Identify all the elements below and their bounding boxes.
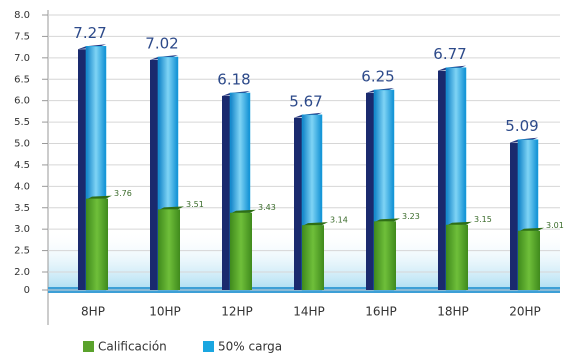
bar — [158, 209, 180, 290]
y-tick-label: 2.0 — [14, 267, 30, 278]
x-tick-label: 18HP — [437, 305, 469, 319]
y-tick-label: 5.5 — [14, 117, 30, 128]
y-tick-label: 5.0 — [14, 139, 30, 150]
x-tick-label: 20HP — [509, 305, 541, 319]
value-label: 7.27 — [73, 24, 106, 42]
legend-swatch — [203, 341, 214, 352]
bar-side — [294, 117, 302, 290]
value-label: 6.25 — [361, 67, 394, 85]
y-tick-label: 6.0 — [14, 96, 30, 107]
value-label: 7.02 — [145, 34, 178, 52]
y-tick-label: 0 — [24, 285, 30, 296]
x-tick-label: 10HP — [149, 305, 181, 319]
value-label: 5.09 — [505, 117, 538, 135]
bar-side — [510, 142, 518, 290]
bar — [518, 230, 540, 290]
legend-label: Calificación — [98, 340, 167, 354]
bar-side — [78, 49, 86, 290]
bar-side — [438, 70, 446, 290]
y-tick-label: 8.0 — [14, 10, 30, 21]
legend-label: 50% carga — [218, 340, 282, 354]
bar — [230, 212, 252, 290]
x-tick-label: 16HP — [365, 305, 397, 319]
x-tick-label: 12HP — [221, 305, 253, 319]
bar — [374, 221, 396, 290]
bar — [302, 225, 324, 290]
y-tick-label: 2.5 — [14, 246, 30, 257]
y-tick-label: 3.5 — [14, 203, 30, 214]
value-label: 3.23 — [402, 212, 420, 221]
bar — [86, 198, 108, 290]
y-tick-label: 3.0 — [14, 224, 30, 235]
y-tick-label: 7.5 — [14, 31, 30, 42]
y-tick-label: 7.0 — [14, 53, 30, 64]
value-label: 6.18 — [217, 70, 250, 88]
x-tick-label: 8HP — [81, 305, 105, 319]
legend-swatch — [83, 341, 94, 352]
bar-side — [150, 59, 158, 290]
y-tick-label: 4.5 — [14, 160, 30, 171]
bar — [446, 224, 468, 290]
value-label: 3.76 — [114, 189, 132, 198]
x-tick-label: 14HP — [293, 305, 325, 319]
y-tick-label: 6.5 — [14, 74, 30, 85]
value-label: 3.14 — [330, 216, 348, 225]
value-label: 3.01 — [546, 221, 564, 230]
value-label: 3.15 — [474, 215, 492, 224]
bar-side — [366, 92, 374, 290]
y-tick-label: 4.0 — [14, 181, 30, 192]
value-label: 5.67 — [289, 92, 322, 110]
value-label: 3.51 — [186, 200, 204, 209]
value-label: 3.43 — [258, 203, 276, 212]
value-label: 6.77 — [433, 45, 466, 63]
bar-side — [222, 95, 230, 290]
